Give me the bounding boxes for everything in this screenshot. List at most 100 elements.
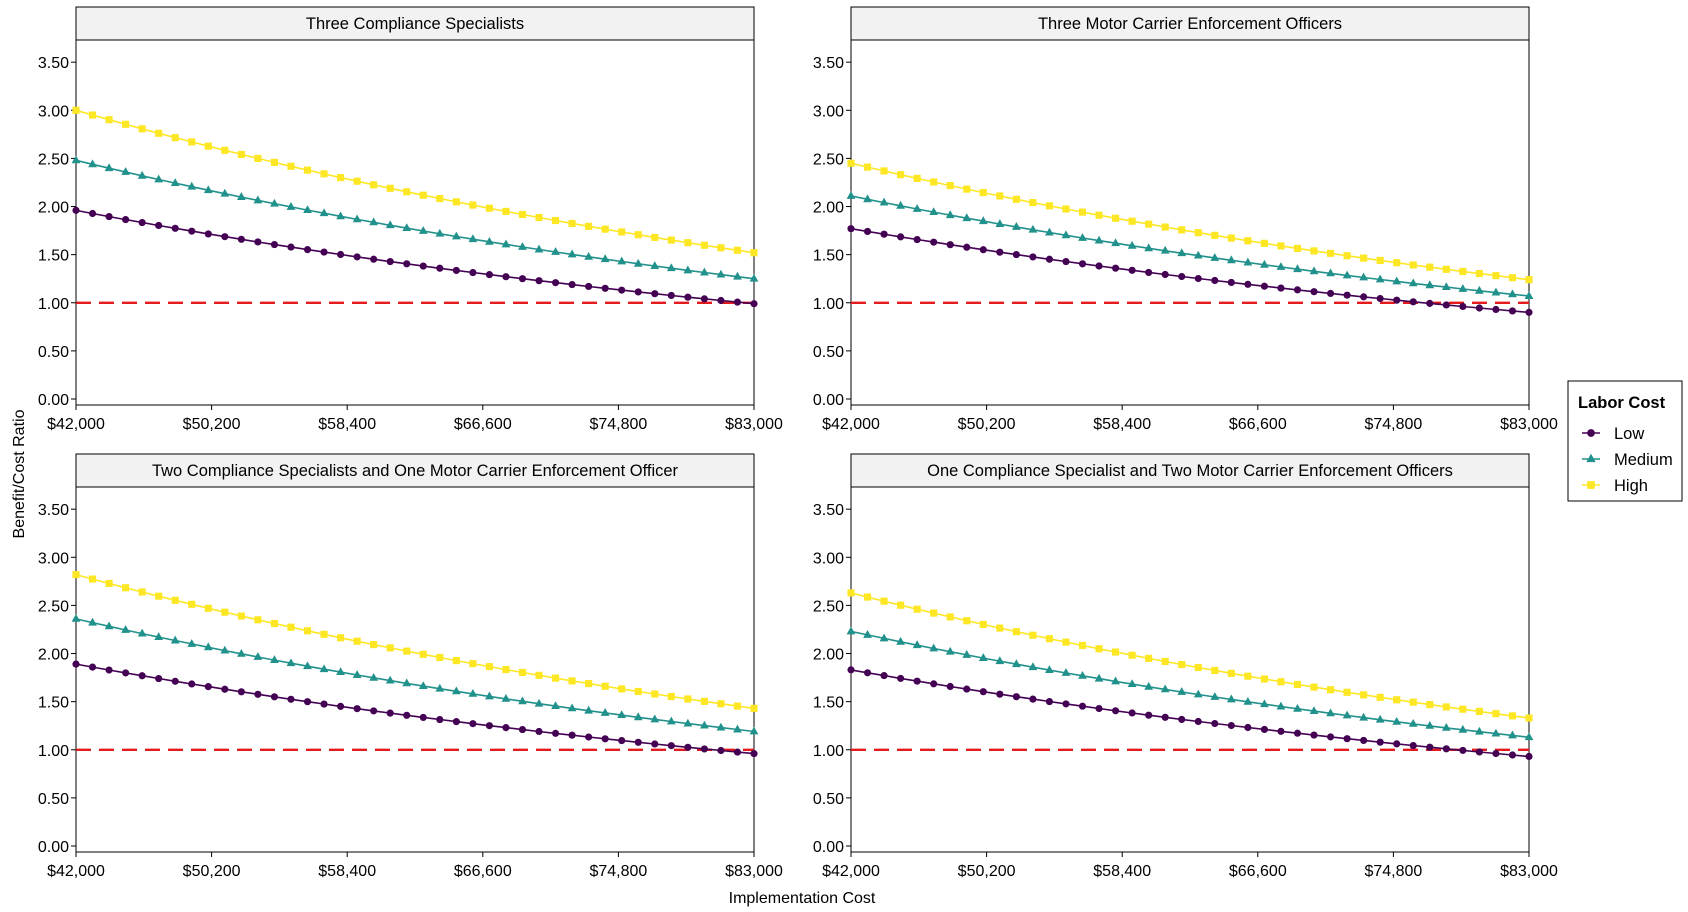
data-point-square: [1128, 651, 1136, 659]
data-point-triangle: [170, 178, 180, 187]
data-point-square: [1227, 234, 1235, 242]
data-point-circle: [171, 677, 179, 685]
data-point-triangle: [700, 267, 709, 276]
data-point-square: [485, 663, 493, 671]
data-point-square: [1426, 701, 1434, 709]
data-point-square: [880, 597, 888, 605]
data-point-triangle: [995, 219, 1005, 227]
data-point-triangle: [600, 254, 610, 263]
data-point-triangle: [633, 258, 643, 267]
data-point-triangle: [1094, 235, 1104, 244]
data-point-triangle: [1491, 287, 1501, 296]
data-point-circle: [1012, 693, 1020, 701]
data-point-square: [303, 627, 312, 635]
data-point-triangle: [154, 174, 164, 183]
data-point-triangle: [962, 213, 972, 222]
data-point-square: [188, 138, 196, 146]
data-point-circle: [1012, 250, 1020, 259]
data-point-square: [452, 198, 460, 206]
y-tick-label: 1.50: [38, 248, 69, 265]
data-point-triangle: [336, 211, 345, 220]
series-line: [850, 669, 1530, 758]
data-point-square: [750, 249, 758, 257]
data-point-square: [1508, 274, 1517, 282]
data-point-square: [1062, 638, 1070, 646]
data-point-triangle: [187, 639, 197, 647]
data-point-triangle: [1260, 259, 1269, 268]
data-point-square: [1194, 229, 1202, 237]
series-line: [850, 162, 1530, 281]
data-point-square: [963, 185, 971, 193]
data-point-square: [419, 650, 427, 658]
data-point-triangle: [749, 726, 759, 735]
data-point-circle: [1194, 717, 1202, 726]
data-point-square: [1492, 710, 1500, 718]
data-point-circle: [1293, 729, 1302, 737]
data-point-square: [518, 668, 527, 677]
data-point-circle: [880, 230, 888, 238]
data-point-triangle: [978, 653, 988, 661]
data-point-triangle: [600, 708, 610, 716]
data-point-square: [452, 657, 460, 665]
data-point-circle: [1095, 262, 1103, 270]
x-tick-label: $74,800: [589, 863, 647, 880]
data-point-triangle: [1144, 681, 1154, 690]
data-point-triangle: [1408, 278, 1418, 287]
data-point-triangle: [1094, 673, 1104, 682]
data-point-circle: [452, 266, 460, 274]
data-point-square: [254, 154, 262, 163]
data-point-triangle: [121, 167, 130, 175]
data-point-circle: [452, 718, 460, 726]
data-point-circle: [585, 733, 593, 741]
data-point-square: [122, 584, 130, 592]
data-point-square: [485, 204, 493, 212]
data-point-circle: [88, 209, 97, 218]
data-point-square: [1409, 261, 1417, 269]
data-point-circle: [667, 742, 675, 750]
data-point-square: [1244, 237, 1252, 245]
data-point-square: [1012, 195, 1020, 203]
data-point-circle: [1045, 255, 1054, 263]
data-point-square: [1525, 714, 1533, 722]
data-point-triangle: [666, 263, 676, 272]
data-point-square: [237, 612, 245, 620]
data-point-circle: [386, 257, 394, 266]
data-point-circle: [1525, 752, 1533, 761]
panel-3: Two Compliance Specialists and One Motor…: [38, 453, 783, 880]
data-point-square: [436, 653, 444, 662]
data-point-triangle: [468, 234, 478, 243]
y-tick-label: 1.50: [813, 695, 844, 712]
data-point-square: [1078, 208, 1087, 216]
data-point-square: [1475, 707, 1483, 716]
x-tick-label: $58,400: [318, 863, 376, 880]
data-point-circle: [1128, 266, 1136, 274]
data-point-square: [386, 184, 394, 192]
data-point-circle: [370, 255, 378, 263]
data-point-square: [204, 142, 212, 150]
data-point-triangle: [1276, 262, 1286, 270]
data-point-circle: [1260, 725, 1268, 734]
data-point-circle: [996, 248, 1004, 256]
data-point-triangle: [700, 720, 709, 729]
x-tick-label: $83,000: [725, 416, 783, 433]
data-point-square: [897, 171, 905, 179]
data-point-triangle: [1475, 726, 1484, 735]
data-point-circle: [667, 291, 675, 300]
data-point-circle: [1095, 704, 1103, 713]
x-tick-label: $74,800: [1364, 863, 1422, 880]
data-point-triangle: [1441, 282, 1451, 291]
data-point-circle: [1293, 286, 1302, 294]
data-point-square: [1260, 239, 1268, 247]
data-point-circle: [188, 680, 196, 688]
data-point-triangle: [501, 239, 511, 248]
data-point-triangle: [1524, 291, 1534, 299]
data-point-square: [1475, 269, 1483, 278]
data-point-triangle: [567, 703, 577, 712]
data-point-square: [88, 575, 97, 583]
data-point-square: [403, 647, 411, 655]
data-point-circle: [502, 724, 510, 732]
x-tick-label: $50,200: [958, 863, 1016, 880]
y-tick-label: 3.00: [38, 550, 69, 567]
data-point-square: [863, 593, 872, 601]
data-point-triangle: [978, 216, 988, 225]
